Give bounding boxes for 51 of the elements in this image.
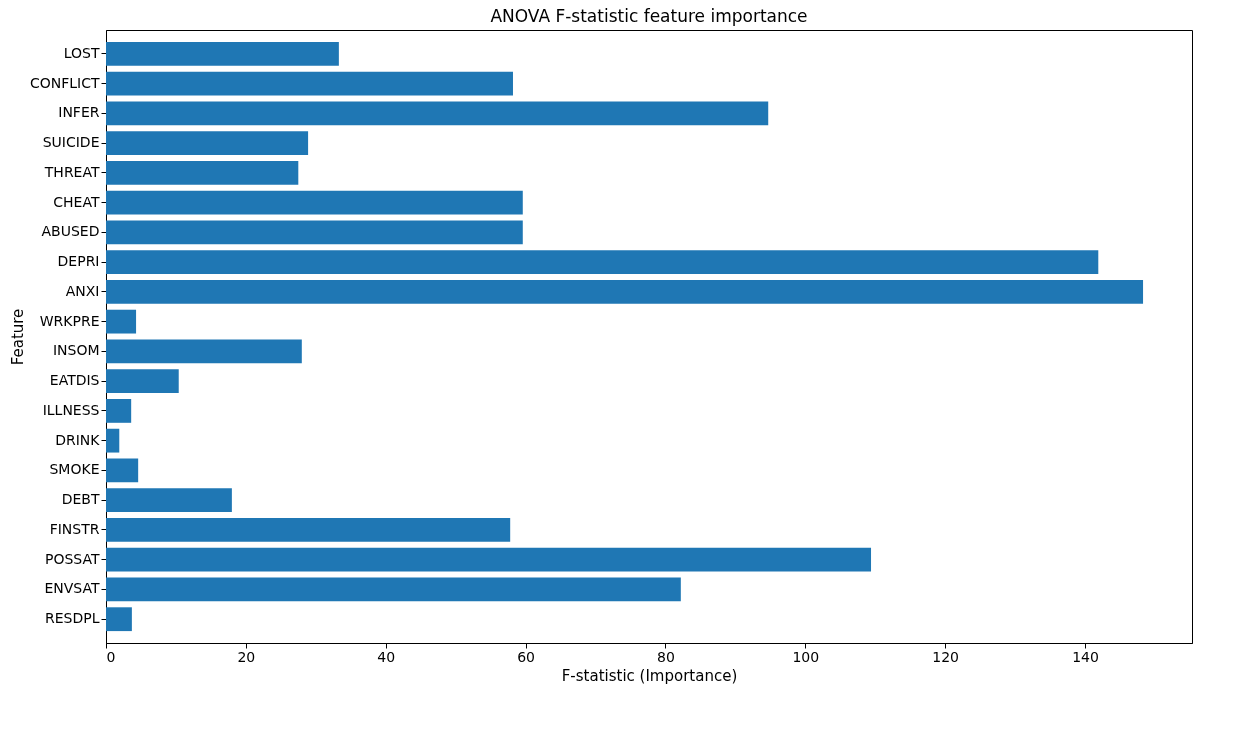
bar [106,577,681,602]
x-tick-label: 60 [517,648,535,665]
x-axis-title: F-statistic (Importance) [561,666,738,685]
bar [106,160,299,185]
x-tick-label: 80 [657,648,675,665]
x-tick-label: 40 [377,648,396,665]
bar [106,398,132,423]
y-tick-label: SUICIDE [42,134,100,151]
bar [106,518,511,542]
y-tick-label: CHEAT [53,193,100,210]
y-tick-label: ANXI [65,282,100,299]
y-tick-label: WRKPRE [39,312,100,329]
bar [106,458,139,483]
bar [106,488,232,513]
y-tick-label: POSSAT [44,550,100,567]
y-axis-title: Feature [8,308,27,366]
y-tick-label: EATDIS [49,372,100,389]
y-tick-label: DRINK [55,431,101,448]
y-tick-label: LOST [63,44,100,61]
y-tick-label: RESDPL [45,610,100,627]
bar [106,547,872,572]
x-tick-label: 120 [932,648,960,665]
bar [106,339,302,364]
y-tick-label: DEBT [61,491,100,508]
chart-title: ANOVA F-statistic feature importance [490,6,808,26]
bar [106,428,120,453]
y-tick-label: THREAT [43,163,100,180]
bar [106,71,513,96]
bar [106,250,1099,275]
y-tick-label: ENVSAT [44,580,100,597]
bar [106,41,339,66]
y-tick-label: INSOM [52,342,100,359]
bar [106,607,132,632]
bar [106,309,137,334]
y-tick-label: CONFLICT [29,74,100,91]
y-tick-label: INFER [58,104,100,121]
y-tick-label: ABUSED [41,223,100,240]
y-tick-label: FINSTR [49,520,100,537]
x-tick-label: 20 [237,648,256,665]
bar [106,190,523,215]
x-tick-label: 0 [106,648,116,665]
x-tick-label: 140 [1072,648,1099,665]
x-tick-label: 100 [792,648,820,665]
bar [106,101,769,126]
bar [106,220,523,245]
bar [106,279,1144,304]
y-tick-label: SMOKE [49,461,100,478]
bar [106,369,179,394]
y-tick-label: ILLNESS [42,401,100,418]
y-tick-label: DEPRI [57,253,100,270]
bar [106,131,309,155]
